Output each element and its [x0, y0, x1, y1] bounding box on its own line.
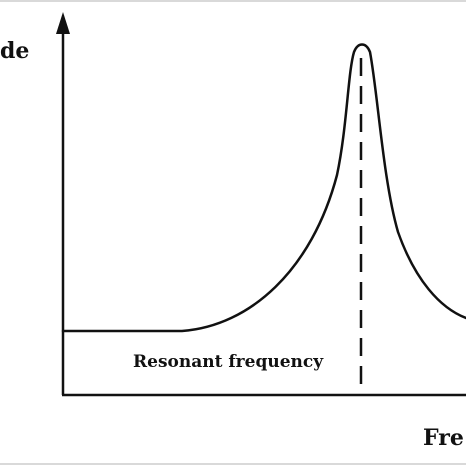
- frame-top-border: [0, 0, 466, 2]
- frame-bottom-border: [0, 463, 466, 465]
- x-axis-label: Fre: [423, 425, 464, 451]
- y-axis-arrowhead: [56, 12, 70, 34]
- y-axis-label: de: [0, 38, 30, 64]
- resonance-curve: [61, 43, 466, 333]
- resonant-frequency-label: Resonant frequency: [133, 352, 324, 372]
